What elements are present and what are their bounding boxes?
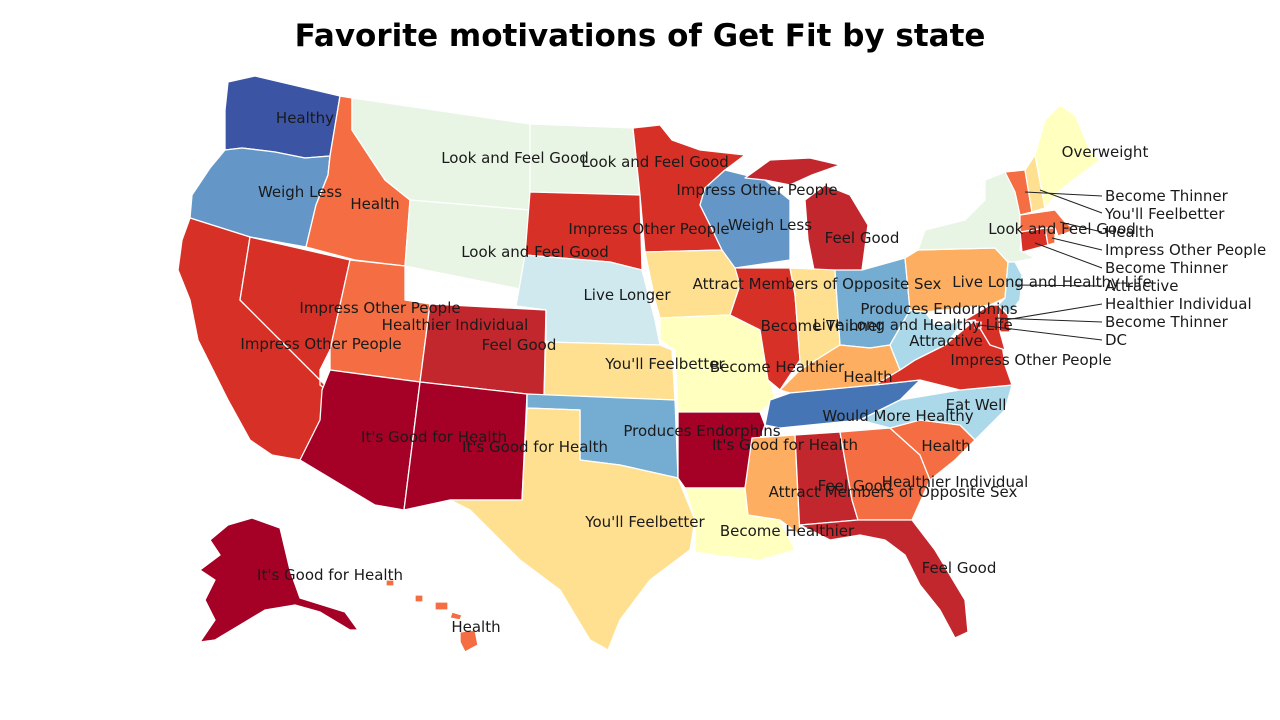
state-label-nm: It's Good for Health <box>462 438 608 456</box>
state-label-wi: Weigh Less <box>728 216 812 234</box>
state-label-ar: It's Good for Health <box>712 436 858 454</box>
states-layer <box>177 75 1101 653</box>
state-label-ak: It's Good for Health <box>257 566 403 584</box>
state-hi[interactable] <box>385 579 479 653</box>
state-vt[interactable] <box>1004 169 1033 216</box>
leader-lines <box>978 189 1103 341</box>
state-label-nv: Impress Other People <box>299 299 460 317</box>
state-label-sd: Impress Other People <box>568 220 729 238</box>
state-label-sc: Health <box>921 437 970 455</box>
state-label-mi: Feel Good <box>825 229 900 247</box>
state-label-dc: DC <box>1105 331 1127 349</box>
state-label-hi: Health <box>451 618 500 636</box>
state-label-mo: Become Healthier <box>710 358 845 376</box>
state-label-fl: Feel Good <box>922 559 997 577</box>
state-label-wa: Healthy <box>276 109 334 127</box>
state-label-tx: You'll Feelbetter <box>584 513 705 531</box>
state-label-wv: Attractive <box>909 332 983 350</box>
state-label-or: Weigh Less <box>258 183 342 201</box>
state-ks[interactable] <box>543 341 676 401</box>
state-label-ok: Produces Endorphins <box>623 422 780 440</box>
state-nc[interactable] <box>859 384 1013 441</box>
state-label-md: Become Thinner <box>1105 313 1229 331</box>
state-label-me: Overweight <box>1062 143 1149 161</box>
state-label-ia: Attract Members of Opposite Sex <box>693 275 942 293</box>
state-label-la: Become Healthier <box>720 522 855 540</box>
state-label-nj: Attractive <box>1105 277 1179 295</box>
state-label-ms: Attract Members of Opposite Sex <box>769 483 1018 501</box>
state-label-ks: You'll Feelbetter <box>604 355 725 373</box>
state-label-nd: Look and Feel Good <box>581 153 729 171</box>
state-label-mn: Impress Other People <box>676 181 837 199</box>
state-label-tn: Would More Healthy <box>822 407 973 425</box>
state-tx[interactable] <box>449 407 696 651</box>
state-label-az: It's Good for Health <box>361 428 507 446</box>
state-label-ga: Healthier Individual <box>882 473 1029 491</box>
state-label-co: Feel Good <box>482 336 557 354</box>
state-label-oh: Produces Endorphins <box>860 300 1017 318</box>
state-nj[interactable] <box>997 261 1023 316</box>
map-title: Favorite motivations of Get Fit by state <box>294 18 986 54</box>
state-ma[interactable] <box>1019 209 1076 237</box>
state-fl[interactable] <box>799 519 969 639</box>
state-dc[interactable] <box>974 321 982 329</box>
state-label-ma: Health <box>1105 223 1154 241</box>
state-me[interactable] <box>1034 104 1101 209</box>
state-label-al: Feel Good <box>818 477 893 495</box>
state-label-ne: Live Longer <box>583 286 671 304</box>
state-ak[interactable] <box>199 517 359 643</box>
state-label-ri: Impress Other People <box>1105 241 1266 259</box>
state-wi[interactable] <box>699 169 791 269</box>
state-label-ky: Health <box>843 368 892 386</box>
state-mi[interactable] <box>744 157 869 276</box>
state-label-ca: Impress Other People <box>240 335 401 353</box>
state-label-vt: Become Thinner <box>1105 187 1229 205</box>
state-label-nh: You'll Feelbetter <box>1104 205 1225 223</box>
state-label-de: Healthier Individual <box>1105 295 1252 313</box>
state-label-il: Become Thinner <box>761 317 885 335</box>
state-label-id: Health <box>350 195 399 213</box>
state-label-in: Live Long and Healthy Life <box>813 316 1012 334</box>
state-label-ut: Healthier Individual <box>382 316 529 334</box>
state-label-nc: Eat Well <box>946 396 1007 414</box>
state-label-mt: Look and Feel Good <box>441 149 589 167</box>
state-label-pa: Live Long and Healthy Life <box>952 273 1151 291</box>
state-label-ny: Look and Feel Good <box>988 220 1136 238</box>
state-label-wy: Look and Feel Good <box>461 243 609 261</box>
state-label-ct: Become Thinner <box>1105 259 1229 277</box>
state-label-va: Impress Other People <box>950 351 1111 369</box>
